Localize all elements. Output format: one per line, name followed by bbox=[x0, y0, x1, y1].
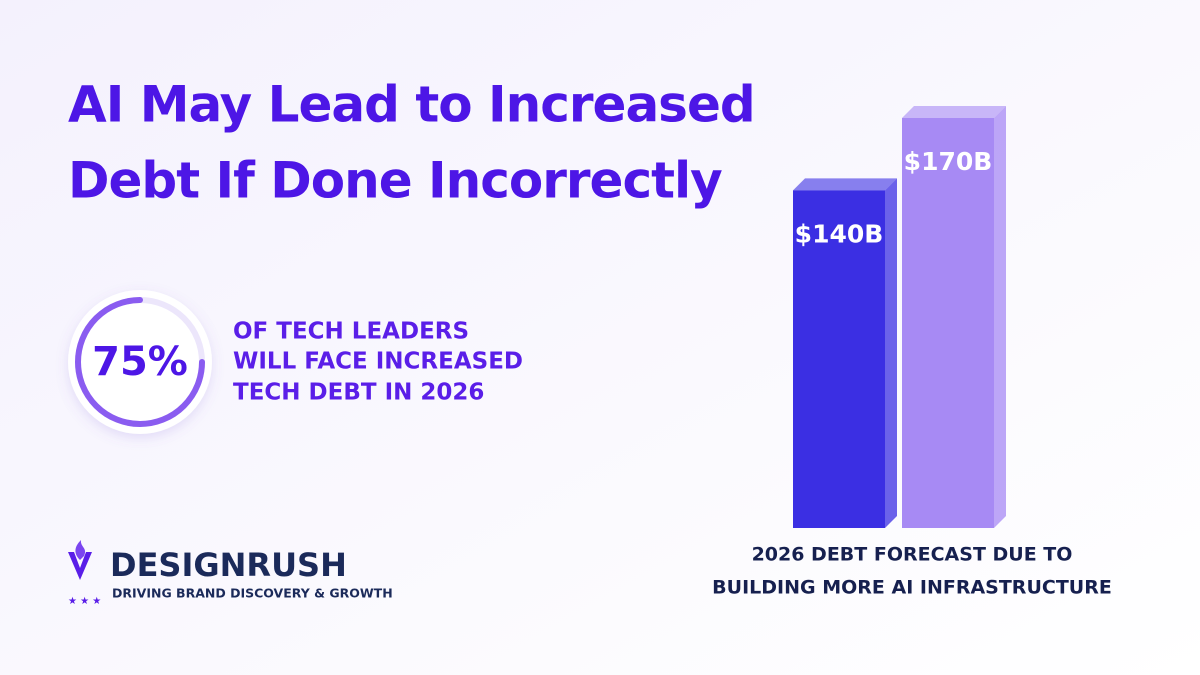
brand-name: DESIGNRUSH bbox=[110, 546, 347, 584]
bar-top bbox=[793, 178, 897, 191]
gauge-face bbox=[68, 290, 212, 434]
bar-side bbox=[994, 106, 1006, 528]
bar bbox=[793, 190, 885, 528]
stat-caption: TECH DEBT IN 2026 bbox=[233, 380, 484, 406]
bar-value-label: $170B bbox=[904, 147, 993, 176]
title-line: Debt If Done Incorrectly bbox=[68, 152, 722, 210]
logo: ★ ★ ★ bbox=[68, 540, 101, 607]
svg-text:★ ★ ★: ★ ★ ★ bbox=[68, 596, 101, 607]
bar-value-label: $140B bbox=[795, 219, 884, 248]
bar-side bbox=[885, 178, 897, 528]
stat-caption: OF TECH LEADERS bbox=[233, 319, 469, 345]
stat-caption: WILL FACE INCREASED bbox=[233, 349, 523, 375]
bar bbox=[902, 118, 994, 528]
chart-caption: BUILDING MORE AI INFRASTRUCTURE bbox=[712, 577, 1112, 599]
title-line: AI May Lead to Increased bbox=[68, 76, 755, 134]
chart-caption: 2026 DEBT FORECAST DUE TO bbox=[752, 544, 1073, 566]
gauge-arc bbox=[75, 297, 205, 427]
brand-tagline: DRIVING BRAND DISCOVERY & GROWTH bbox=[112, 586, 393, 601]
gauge-label: 75% bbox=[92, 339, 188, 385]
bar-top bbox=[902, 106, 1006, 118]
